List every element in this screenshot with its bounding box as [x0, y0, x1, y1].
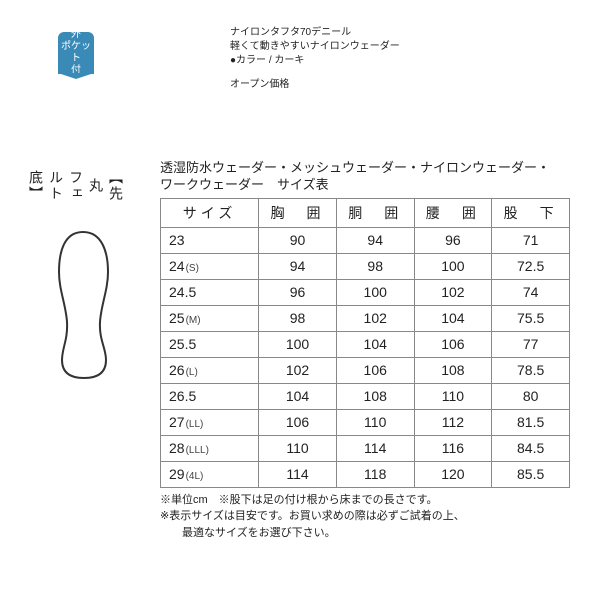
size-table-body: 239094967124(S)949810072.524.59610010274…: [161, 227, 570, 487]
size-number: 27: [169, 414, 185, 430]
size-table-wrap: 透湿防水ウェーダー・メッシュウェーダー・ナイロンウェーダー・ ワークウェーダー …: [160, 160, 570, 541]
cell-value: 104: [259, 383, 337, 409]
size-tag: (LLL): [186, 445, 209, 456]
cell-value: 98: [336, 253, 414, 279]
sole-outline-icon: [56, 230, 111, 380]
size-tag: (L): [186, 367, 198, 378]
cell-value: 84.5: [492, 435, 570, 461]
size-number: 23: [169, 232, 185, 248]
cell-size: 29(4L): [161, 461, 259, 487]
cell-value: 100: [336, 279, 414, 305]
cell-size: 25.5: [161, 331, 259, 357]
cell-value: 85.5: [492, 461, 570, 487]
cell-size: 26.5: [161, 383, 259, 409]
cell-value: 104: [336, 331, 414, 357]
col-waist: 腰 囲: [414, 198, 492, 227]
col-torso: 胴 囲: [336, 198, 414, 227]
size-table-title: 透湿防水ウェーダー・メッシュウェーダー・ナイロンウェーダー・ ワークウェーダー …: [160, 160, 570, 194]
col-size: サイズ: [161, 198, 259, 227]
cell-value: 74: [492, 279, 570, 305]
cell-value: 75.5: [492, 305, 570, 331]
cell-size: 24(S): [161, 253, 259, 279]
cell-value: 80: [492, 383, 570, 409]
cell-value: 110: [414, 383, 492, 409]
size-number: 28: [169, 440, 185, 456]
table-row: 28(LLL)11011411684.5: [161, 435, 570, 461]
cell-value: 77: [492, 331, 570, 357]
cell-value: 102: [414, 279, 492, 305]
table-row: 29(4L)11411812085.5: [161, 461, 570, 487]
cell-value: 116: [414, 435, 492, 461]
table-row: 26.5 10410811080: [161, 383, 570, 409]
cell-value: 94: [259, 253, 337, 279]
product-description: ナイロンタフタ70デニール 軽くて動きやすいナイロンウェーダー ●カラー / カ…: [230, 26, 400, 92]
table-row: 24.5 9610010274: [161, 279, 570, 305]
desc-line-2: 軽くて動きやすいナイロンウェーダー: [230, 40, 400, 54]
cell-value: 110: [259, 435, 337, 461]
size-number: 25.5: [169, 336, 196, 352]
cell-value: 96: [259, 279, 337, 305]
cell-value: 100: [414, 253, 492, 279]
cell-value: 98: [259, 305, 337, 331]
cell-value: 90: [259, 227, 337, 253]
table-row: 25.5 10010410677: [161, 331, 570, 357]
table-row: 24(S)949810072.5: [161, 253, 570, 279]
cell-value: 102: [336, 305, 414, 331]
sole-label: 【先丸 フェルト底】: [26, 170, 126, 202]
desc-line-1: ナイロンタフタ70デニール: [230, 26, 400, 40]
table-row: 27(LL)10611011281.5: [161, 409, 570, 435]
cell-value: 108: [414, 357, 492, 383]
table-notes: ※単位cm ※股下は足の付け根から床までの長さです。 ※表示サイズは目安です。お…: [160, 492, 570, 542]
cell-size: 25(M): [161, 305, 259, 331]
size-number: 26.5: [169, 388, 196, 404]
cell-value: 114: [259, 461, 337, 487]
table-header-row: サイズ 胸 囲 胴 囲 腰 囲 股 下: [161, 198, 570, 227]
cell-size: 23: [161, 227, 259, 253]
size-tag: (M): [186, 315, 201, 326]
cell-value: 106: [414, 331, 492, 357]
cell-size: 27(LL): [161, 409, 259, 435]
size-tag: (LL): [186, 419, 204, 430]
size-number: 25: [169, 310, 185, 326]
cell-value: 104: [414, 305, 492, 331]
cell-value: 78.5: [492, 357, 570, 383]
table-row: 25(M)9810210475.5: [161, 305, 570, 331]
cell-value: 106: [336, 357, 414, 383]
cell-value: 94: [336, 227, 414, 253]
cell-value: 112: [414, 409, 492, 435]
cell-size: 26(L): [161, 357, 259, 383]
cell-size: 28(LLL): [161, 435, 259, 461]
size-tag: (S): [186, 263, 199, 274]
cell-value: 81.5: [492, 409, 570, 435]
cell-value: 120: [414, 461, 492, 487]
cell-value: 100: [259, 331, 337, 357]
price-line: オープン価格: [230, 78, 400, 92]
col-inseam: 股 下: [492, 198, 570, 227]
size-number: 26: [169, 362, 185, 378]
cell-size: 24.5: [161, 279, 259, 305]
cell-value: 118: [336, 461, 414, 487]
table-row: 23 90949671: [161, 227, 570, 253]
desc-line-3: ●カラー / カーキ: [230, 54, 400, 68]
size-number: 29: [169, 466, 185, 482]
cell-value: 102: [259, 357, 337, 383]
size-number: 24.5: [169, 284, 196, 300]
pocket-badge: 外 ポケット 付: [58, 32, 94, 74]
size-table: サイズ 胸 囲 胴 囲 腰 囲 股 下 239094967124(S)94981…: [160, 198, 570, 488]
size-tag: (4L): [186, 471, 204, 482]
pocket-badge-text: 外 ポケット 付: [60, 29, 92, 77]
cell-value: 72.5: [492, 253, 570, 279]
cell-value: 96: [414, 227, 492, 253]
col-chest: 胸 囲: [259, 198, 337, 227]
size-number: 24: [169, 258, 185, 274]
cell-value: 110: [336, 409, 414, 435]
table-row: 26(L)10210610878.5: [161, 357, 570, 383]
cell-value: 114: [336, 435, 414, 461]
cell-value: 106: [259, 409, 337, 435]
cell-value: 71: [492, 227, 570, 253]
cell-value: 108: [336, 383, 414, 409]
